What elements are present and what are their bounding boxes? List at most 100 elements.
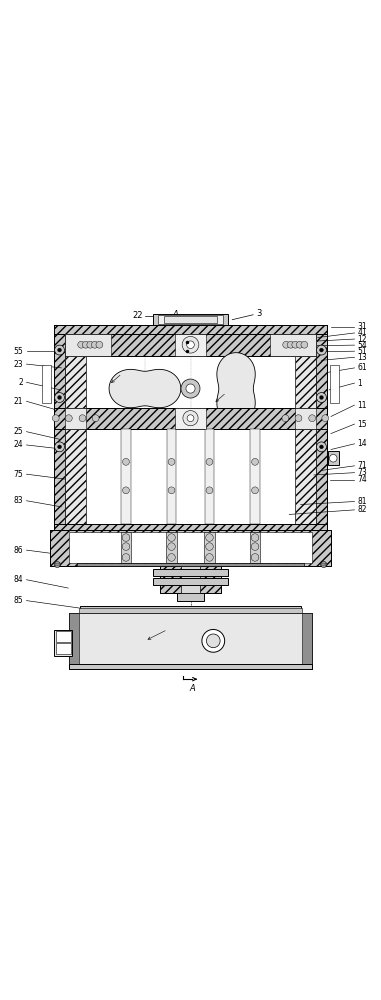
Text: 75: 75 bbox=[14, 470, 24, 479]
Bar bbox=[167, 429, 176, 524]
Bar bbox=[250, 429, 259, 524]
Circle shape bbox=[123, 487, 130, 494]
Text: 13: 13 bbox=[357, 353, 367, 362]
Text: 31: 31 bbox=[357, 322, 367, 331]
Text: 74: 74 bbox=[357, 475, 367, 484]
Text: 51: 51 bbox=[357, 347, 367, 356]
Circle shape bbox=[79, 415, 86, 422]
Bar bbox=[77, 563, 304, 566]
Circle shape bbox=[168, 458, 175, 465]
Circle shape bbox=[168, 534, 175, 541]
Polygon shape bbox=[217, 353, 255, 424]
Bar bbox=[166, 532, 177, 563]
Bar bbox=[121, 532, 131, 563]
Bar bbox=[54, 325, 327, 334]
Circle shape bbox=[206, 554, 213, 561]
Circle shape bbox=[296, 341, 303, 348]
Text: 55: 55 bbox=[14, 347, 24, 356]
Bar bbox=[54, 325, 65, 530]
Bar bbox=[86, 356, 295, 429]
Bar bbox=[54, 408, 327, 429]
Bar bbox=[122, 429, 131, 524]
Circle shape bbox=[321, 561, 327, 568]
Circle shape bbox=[58, 348, 61, 352]
Bar bbox=[54, 408, 327, 429]
Bar bbox=[270, 334, 316, 356]
Text: 23: 23 bbox=[14, 360, 24, 369]
Circle shape bbox=[52, 415, 59, 422]
Bar bbox=[160, 566, 221, 593]
Circle shape bbox=[82, 341, 89, 348]
Text: A: A bbox=[189, 684, 195, 693]
Bar bbox=[295, 356, 316, 429]
Circle shape bbox=[66, 415, 72, 422]
Circle shape bbox=[92, 415, 99, 422]
Bar bbox=[65, 334, 316, 356]
Bar bbox=[54, 325, 65, 530]
Circle shape bbox=[282, 415, 289, 422]
Bar bbox=[50, 530, 331, 566]
Bar bbox=[181, 566, 200, 593]
Circle shape bbox=[320, 396, 323, 399]
Bar bbox=[69, 613, 312, 669]
Text: 22: 22 bbox=[132, 311, 142, 320]
Bar bbox=[65, 334, 111, 356]
Bar bbox=[69, 532, 312, 563]
Bar bbox=[69, 613, 78, 669]
Circle shape bbox=[251, 543, 259, 550]
Circle shape bbox=[330, 454, 337, 462]
Circle shape bbox=[168, 487, 175, 494]
Bar bbox=[65, 334, 316, 356]
Circle shape bbox=[183, 411, 198, 426]
Bar bbox=[295, 429, 316, 524]
Bar bbox=[54, 524, 327, 530]
Bar bbox=[65, 356, 86, 429]
Circle shape bbox=[91, 341, 98, 348]
Circle shape bbox=[54, 561, 60, 568]
Polygon shape bbox=[109, 369, 181, 408]
Circle shape bbox=[122, 554, 130, 561]
Circle shape bbox=[54, 393, 64, 402]
Circle shape bbox=[122, 534, 130, 541]
Circle shape bbox=[206, 534, 213, 541]
Circle shape bbox=[317, 393, 327, 402]
Circle shape bbox=[251, 458, 258, 465]
Bar bbox=[250, 532, 260, 563]
Bar bbox=[175, 408, 206, 429]
Circle shape bbox=[322, 415, 329, 422]
Text: 14: 14 bbox=[357, 439, 367, 448]
Bar bbox=[303, 613, 312, 669]
Circle shape bbox=[251, 487, 258, 494]
Circle shape bbox=[78, 341, 85, 348]
Bar bbox=[54, 630, 72, 656]
Circle shape bbox=[58, 445, 61, 449]
Text: 11: 11 bbox=[357, 401, 367, 410]
Bar bbox=[152, 569, 229, 576]
Bar bbox=[152, 578, 229, 585]
Bar bbox=[78, 608, 303, 613]
Bar bbox=[55, 563, 59, 566]
Text: 21: 21 bbox=[14, 397, 24, 406]
Bar bbox=[65, 408, 86, 429]
Circle shape bbox=[123, 458, 130, 465]
Circle shape bbox=[122, 543, 130, 550]
Circle shape bbox=[292, 341, 299, 348]
Bar bbox=[65, 429, 86, 524]
Circle shape bbox=[96, 341, 103, 348]
Text: 85: 85 bbox=[14, 596, 24, 605]
Text: 3: 3 bbox=[256, 309, 261, 318]
Text: 12: 12 bbox=[357, 335, 367, 344]
Circle shape bbox=[287, 341, 294, 348]
Text: 15: 15 bbox=[357, 420, 367, 429]
Circle shape bbox=[320, 445, 323, 449]
Text: 82: 82 bbox=[357, 505, 367, 514]
Circle shape bbox=[187, 341, 194, 349]
Bar bbox=[50, 530, 331, 566]
Bar bbox=[295, 408, 316, 429]
Bar bbox=[316, 325, 327, 530]
Circle shape bbox=[295, 415, 302, 422]
Bar bbox=[56, 643, 70, 654]
Circle shape bbox=[206, 543, 213, 550]
Text: 25: 25 bbox=[14, 427, 24, 436]
Bar bbox=[69, 664, 312, 669]
